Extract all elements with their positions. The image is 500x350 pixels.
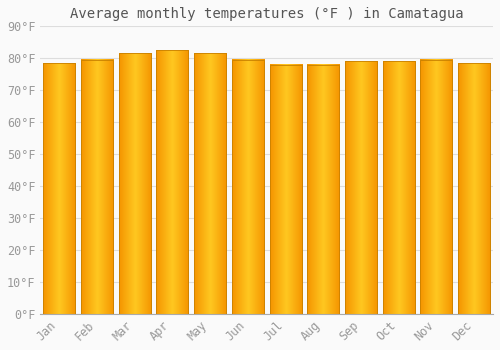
Bar <box>307 65 340 314</box>
Bar <box>81 60 113 314</box>
Bar <box>43 63 75 314</box>
Bar <box>156 50 188 314</box>
Bar <box>458 63 490 314</box>
Bar <box>194 54 226 314</box>
Bar <box>232 60 264 314</box>
Bar <box>118 54 150 314</box>
Bar <box>345 62 377 314</box>
Bar <box>420 60 452 314</box>
Bar <box>270 65 302 314</box>
Title: Average monthly temperatures (°F ) in Camatagua: Average monthly temperatures (°F ) in Ca… <box>70 7 464 21</box>
Bar <box>382 62 415 314</box>
